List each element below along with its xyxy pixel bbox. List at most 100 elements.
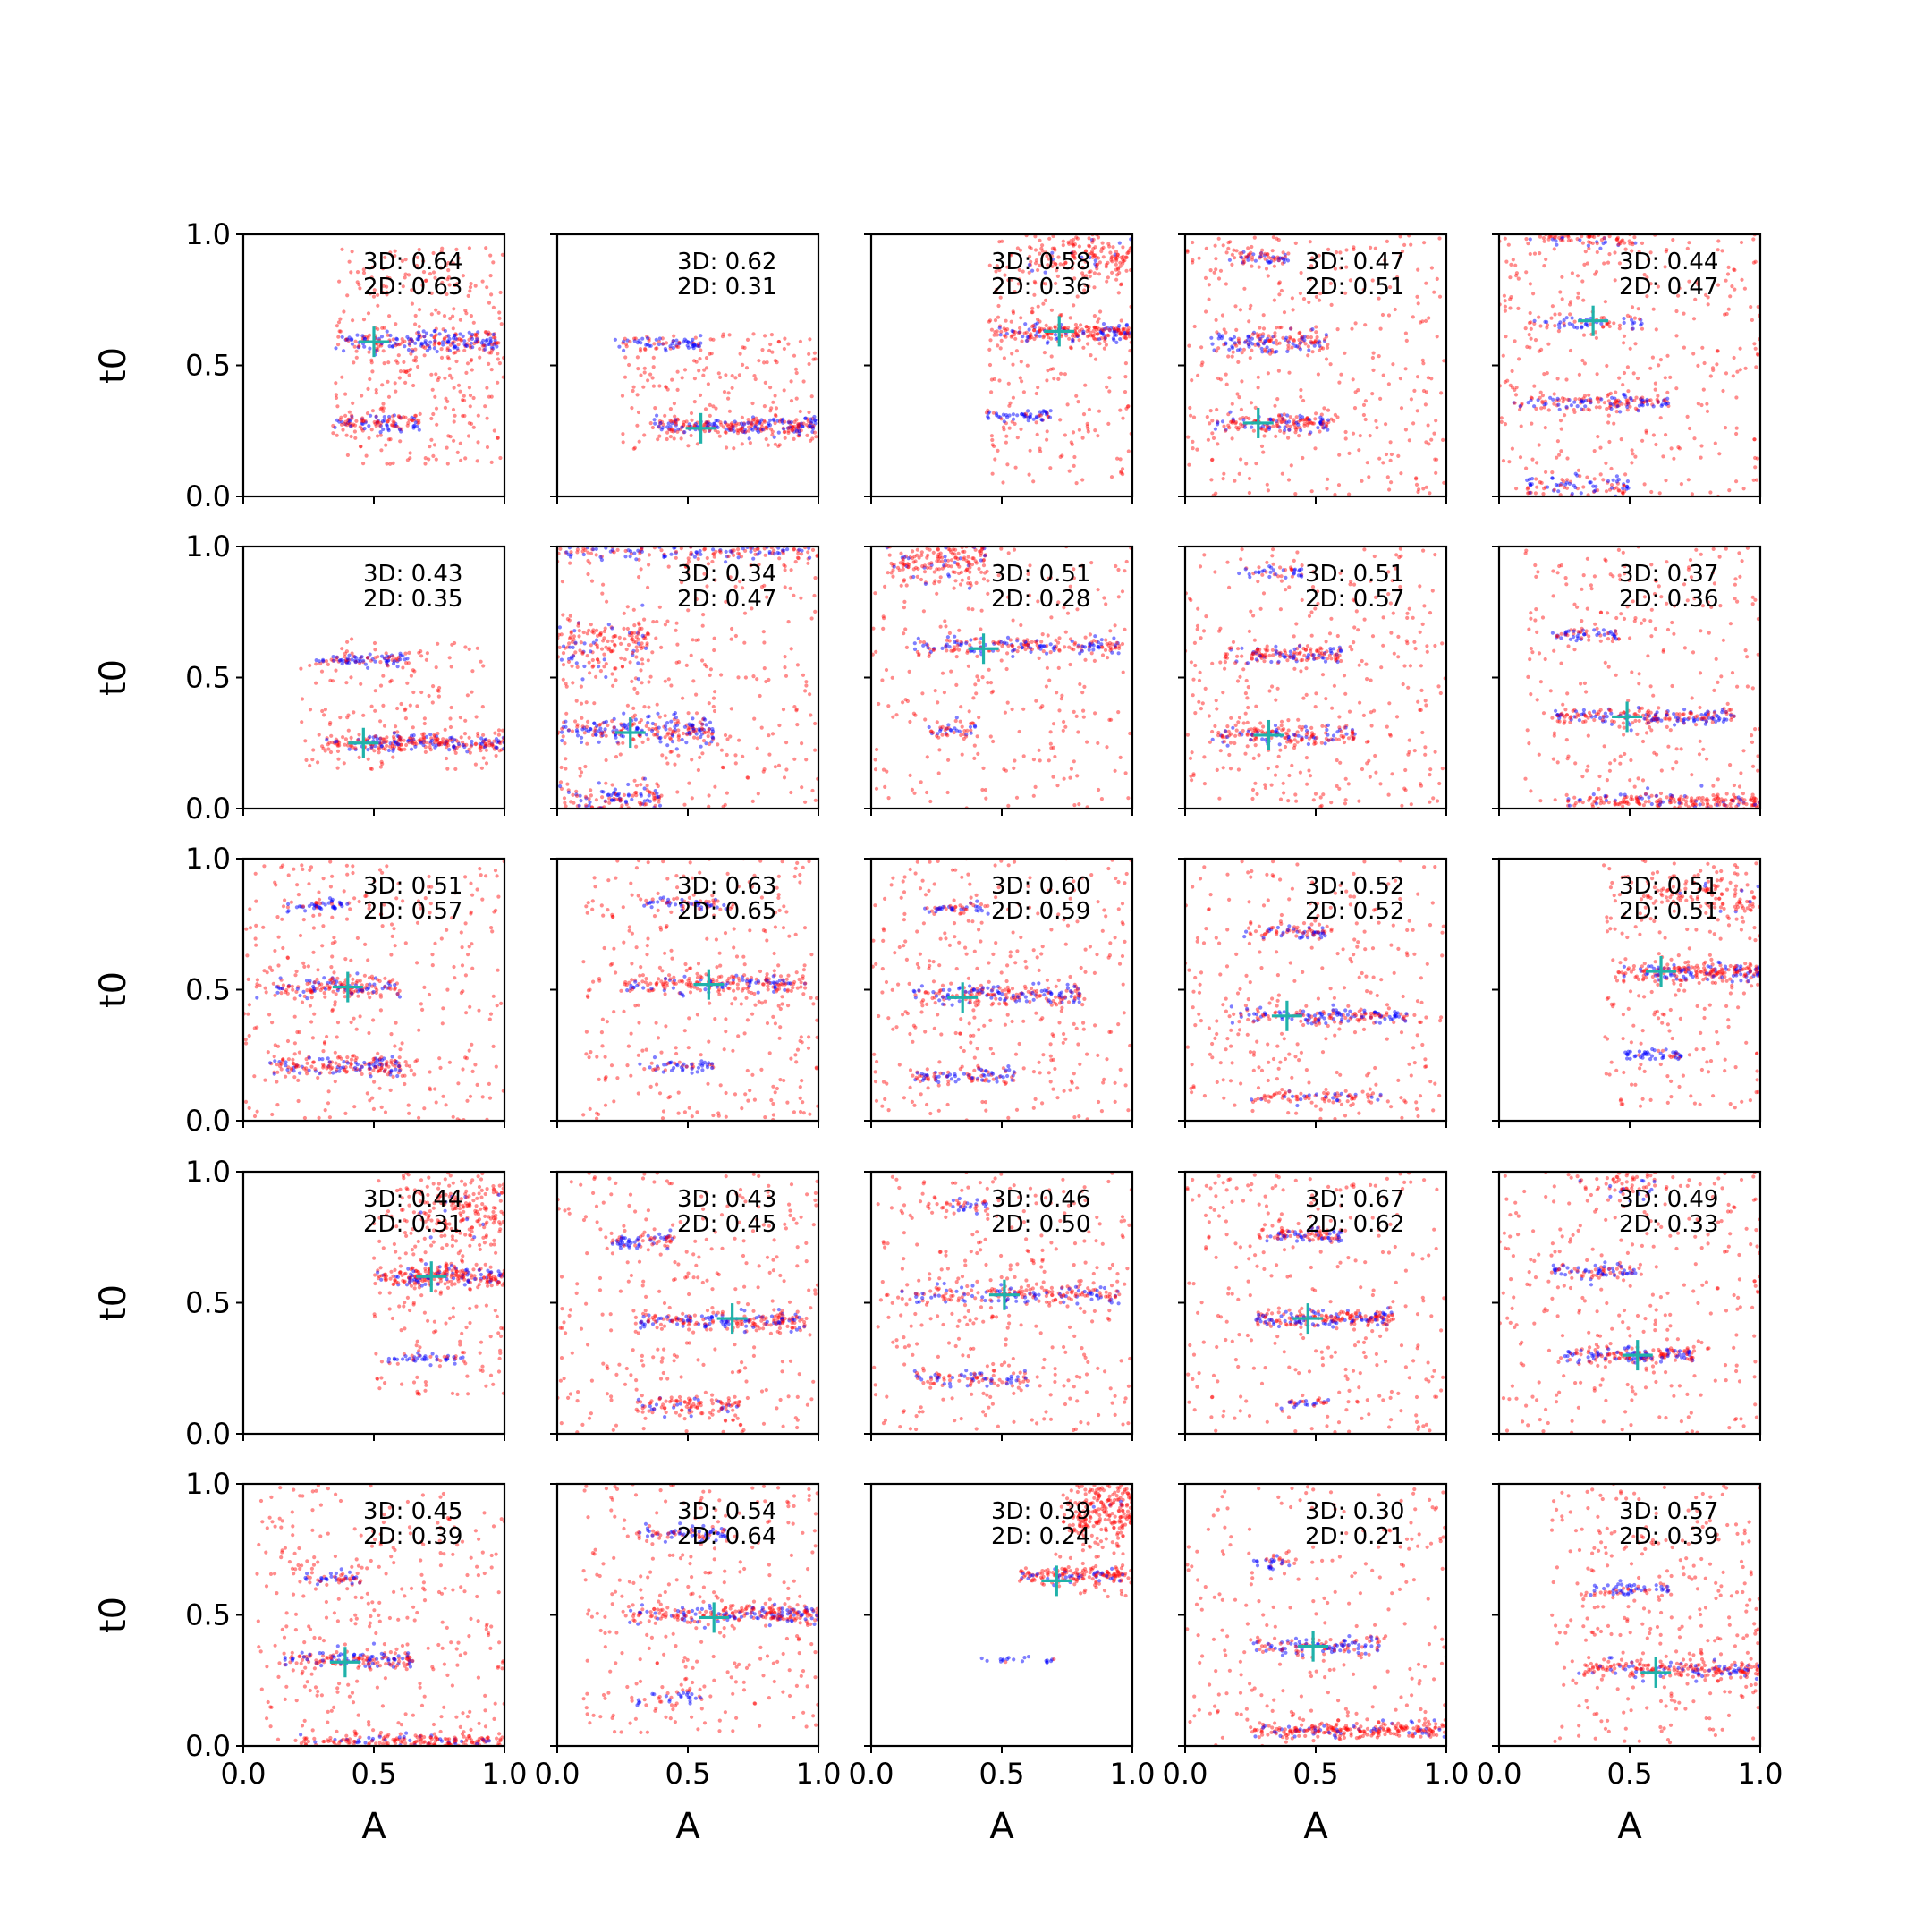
sample-point-red <box>1083 635 1088 640</box>
sample-point-red <box>434 333 438 337</box>
sample-point-red <box>1728 294 1733 299</box>
sample-point-red <box>1080 271 1085 275</box>
sample-point-red <box>1085 424 1089 428</box>
sample-point-blue <box>1038 410 1042 414</box>
sample-point-blue <box>464 343 470 348</box>
sample-point-red <box>1424 440 1428 445</box>
sample-point-red <box>813 748 818 752</box>
sample-point-red <box>936 771 941 775</box>
sample-point-blue <box>437 332 442 336</box>
sample-point-red <box>1292 337 1296 343</box>
sample-point-blue <box>1031 417 1036 421</box>
sample-point-red <box>1090 255 1095 259</box>
sample-point-red <box>485 386 489 390</box>
sample-point-red <box>614 755 619 759</box>
sample-point-red <box>1733 287 1737 292</box>
sample-point-blue <box>360 334 365 338</box>
sample-point-red <box>640 646 644 651</box>
sample-point-red <box>668 435 674 439</box>
sample-point-red <box>1326 408 1331 412</box>
sample-point-red <box>350 651 354 656</box>
sample-point-red <box>336 757 341 761</box>
sample-point-blue <box>571 645 575 650</box>
sample-point-red <box>375 434 380 438</box>
sample-point-blue <box>669 552 674 556</box>
sample-point-red <box>454 746 459 750</box>
sample-point-red <box>402 738 406 742</box>
sample-point-red <box>637 439 641 444</box>
sample-point-red <box>873 591 877 596</box>
sample-point-red <box>1664 433 1668 437</box>
sample-point-red <box>990 437 995 443</box>
sample-point-red <box>308 708 313 712</box>
sample-point-red <box>578 774 582 778</box>
sample-point-red <box>690 796 694 801</box>
sample-point-red <box>676 728 681 733</box>
sample-point-red <box>353 339 358 343</box>
sample-point-red <box>1404 338 1409 343</box>
sample-point-red <box>1115 252 1120 257</box>
sample-point-blue <box>1245 255 1250 259</box>
sample-point-red <box>399 742 403 747</box>
sample-point-red <box>1259 444 1265 448</box>
sample-point-blue <box>1267 348 1272 352</box>
sample-point-blue <box>1570 491 1574 496</box>
sample-point-red <box>1281 335 1285 340</box>
sample-point-red <box>638 720 642 724</box>
sample-point-red <box>732 446 736 451</box>
sample-point-blue <box>368 734 372 740</box>
sample-point-red <box>1677 286 1682 291</box>
sample-point-red <box>1363 323 1368 327</box>
sample-point-red <box>1731 374 1735 378</box>
sample-point-red <box>1275 421 1280 426</box>
sample-point-red <box>686 570 691 574</box>
sample-point-red <box>1123 569 1127 573</box>
sample-point-red <box>462 732 468 736</box>
sample-point-red <box>381 267 386 271</box>
sample-point-red <box>1214 257 1218 261</box>
sample-point-blue <box>347 747 352 751</box>
sample-point-red <box>630 679 634 684</box>
sample-point-red <box>1218 377 1224 382</box>
sample-point-red <box>569 631 573 636</box>
sample-point-red <box>1277 280 1282 284</box>
sample-point-blue <box>580 735 584 740</box>
sample-point-red <box>1708 490 1713 495</box>
sample-point-red <box>376 655 380 659</box>
sample-point-red <box>1315 335 1319 340</box>
sample-point-red <box>1052 377 1056 381</box>
sample-point-red <box>631 388 635 394</box>
sample-point-red <box>1607 252 1612 257</box>
sample-point-blue <box>635 631 640 635</box>
sample-point-blue <box>1307 348 1311 352</box>
sample-point-blue <box>566 728 571 733</box>
sample-point-red <box>1108 629 1113 633</box>
sample-point-blue <box>1545 319 1549 325</box>
sample-point-blue <box>485 337 489 343</box>
sample-point-red <box>1123 390 1128 394</box>
sample-point-red <box>705 555 709 561</box>
sample-point-blue <box>749 549 753 554</box>
sample-point-blue <box>1278 256 1283 260</box>
sample-point-red <box>1072 253 1076 258</box>
sample-point-red <box>352 429 357 434</box>
sample-point-red <box>1204 309 1208 314</box>
sample-point-red <box>602 665 606 669</box>
sample-point-red <box>1556 329 1561 334</box>
sample-point-red <box>1068 316 1072 320</box>
sample-point-red <box>375 420 380 425</box>
sample-point-red <box>700 722 705 726</box>
sample-point-red <box>789 647 793 651</box>
sample-point-red <box>1122 335 1126 340</box>
sample-point-red <box>1191 415 1197 419</box>
sample-point-blue <box>673 727 677 733</box>
sample-point-blue <box>441 340 445 344</box>
sample-point-red <box>792 705 797 709</box>
sample-point-red <box>739 555 744 559</box>
sample-point-red <box>1292 418 1296 422</box>
sample-point-red <box>1336 483 1342 487</box>
sample-point-red <box>724 430 728 435</box>
sample-point-red <box>1503 299 1507 303</box>
sample-point-red <box>1009 319 1013 324</box>
